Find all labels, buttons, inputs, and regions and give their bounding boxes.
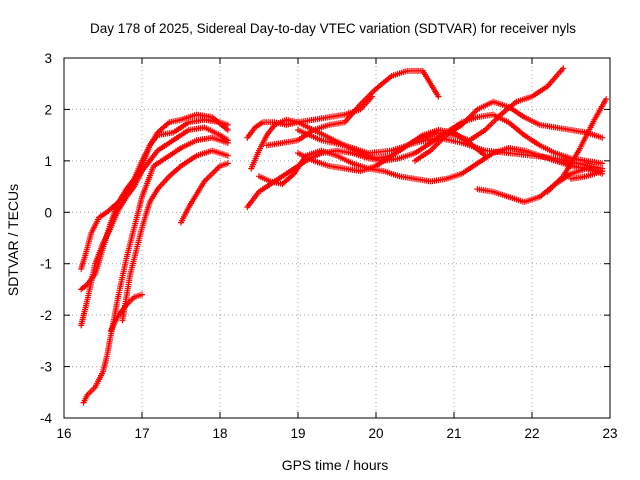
x-tick-label: 21 <box>446 426 461 441</box>
series-track-18 <box>568 168 606 182</box>
series-track-3 <box>78 124 231 329</box>
chart-title: Day 178 of 2025, Sidereal Day-to-day VTE… <box>90 21 576 36</box>
data-point-markers <box>544 96 610 195</box>
y-tick-label: 2 <box>44 102 52 117</box>
series-track-2 <box>78 116 231 293</box>
y-tick-label: 0 <box>44 205 52 220</box>
series-track-6 <box>119 147 231 324</box>
y-tick-label: 1 <box>44 154 52 169</box>
data-point-markers <box>295 127 606 172</box>
series-track-7 <box>178 160 231 226</box>
data-point-markers <box>80 134 231 406</box>
x-tick-label: 22 <box>524 426 539 441</box>
y-tick-label: -2 <box>40 308 52 323</box>
data-point-markers <box>568 168 606 182</box>
series-track-16 <box>474 165 606 205</box>
series-track-4 <box>80 134 231 406</box>
y-tick-label: -4 <box>40 411 52 426</box>
data-point-markers <box>263 67 442 149</box>
y-tick-label: -1 <box>40 257 52 272</box>
y-tick-label: -3 <box>40 360 52 375</box>
x-tick-label: 17 <box>134 426 149 441</box>
data-point-markers <box>119 147 231 324</box>
series-track-15 <box>412 98 606 164</box>
x-tick-label: 16 <box>56 426 71 441</box>
data-point-markers <box>474 165 606 205</box>
grid <box>64 58 610 418</box>
series-track-12 <box>263 67 442 149</box>
data-point-markers <box>178 160 231 226</box>
series-track-17 <box>544 96 610 195</box>
y-tick-label: 3 <box>44 51 52 66</box>
data-point-markers <box>78 124 231 329</box>
x-tick-label: 19 <box>290 426 305 441</box>
data-points <box>78 65 610 406</box>
x-tick-label: 20 <box>368 426 383 441</box>
data-point-markers <box>412 98 606 164</box>
data-point-markers <box>78 116 231 293</box>
x-axis-label: GPS time / hours <box>282 457 389 473</box>
y-axis-label: SDTVAR / TECUs <box>5 184 21 296</box>
series-track-14 <box>295 127 606 172</box>
plot-frame <box>63 57 611 419</box>
x-tick-label: 23 <box>602 426 617 441</box>
x-tick-label: 18 <box>212 426 227 441</box>
